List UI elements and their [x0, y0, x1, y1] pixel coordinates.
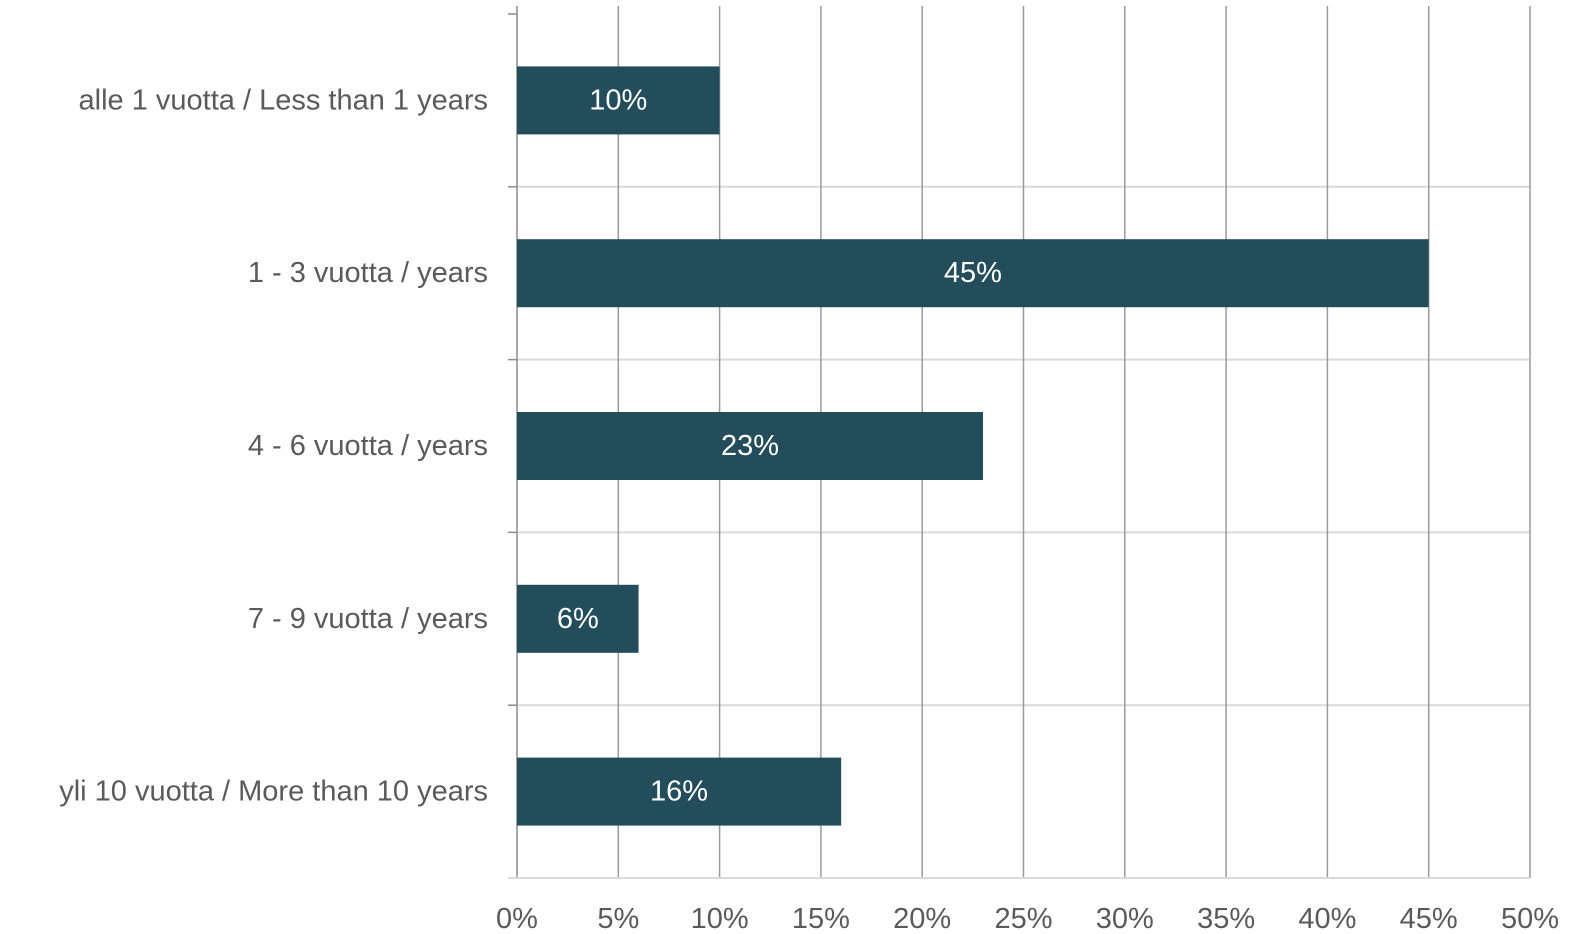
- x-tick-label: 25%: [994, 903, 1052, 934]
- x-tick-label: 45%: [1400, 903, 1458, 934]
- x-tick-label: 0%: [496, 903, 538, 934]
- category-label: yli 10 vuotta / More than 10 years: [59, 776, 488, 808]
- bar-data-label: 10%: [589, 84, 647, 116]
- x-tick-label: 5%: [597, 903, 639, 934]
- category-label: 7 - 9 vuotta / years: [248, 603, 488, 635]
- x-tick-label: 35%: [1197, 903, 1255, 934]
- bars-layer: [517, 66, 1429, 826]
- x-tick-label: 30%: [1096, 903, 1154, 934]
- x-tick-label: 40%: [1298, 903, 1356, 934]
- bar: [517, 584, 639, 653]
- bar-data-label: 23%: [721, 430, 779, 462]
- bar-data-label: 6%: [557, 603, 599, 635]
- bar: [517, 412, 983, 480]
- x-axis-ticks: 0% 5% 10% 15% 20% 25% 30% 35% 40% 45% 50%: [496, 903, 1559, 934]
- bar-data-label: 45%: [944, 257, 1002, 289]
- x-tick-label: 50%: [1501, 903, 1559, 934]
- bar: [517, 66, 720, 135]
- category-label: alle 1 vuotta / Less than 1 years: [79, 84, 488, 116]
- x-tick-label: 15%: [792, 903, 850, 934]
- bar-data-label: 16%: [650, 776, 708, 808]
- x-tick-label: 10%: [691, 903, 749, 934]
- bar: [517, 239, 1429, 308]
- bar: [517, 757, 842, 826]
- labels-layer: 10% alle 1 vuotta / Less than 1 years 45% 1…: [59, 84, 1002, 807]
- x-tick-label: 20%: [893, 903, 951, 934]
- category-label: 4 - 6 vuotta / years: [248, 430, 488, 462]
- category-label: 1 - 3 vuotta / years: [248, 257, 488, 289]
